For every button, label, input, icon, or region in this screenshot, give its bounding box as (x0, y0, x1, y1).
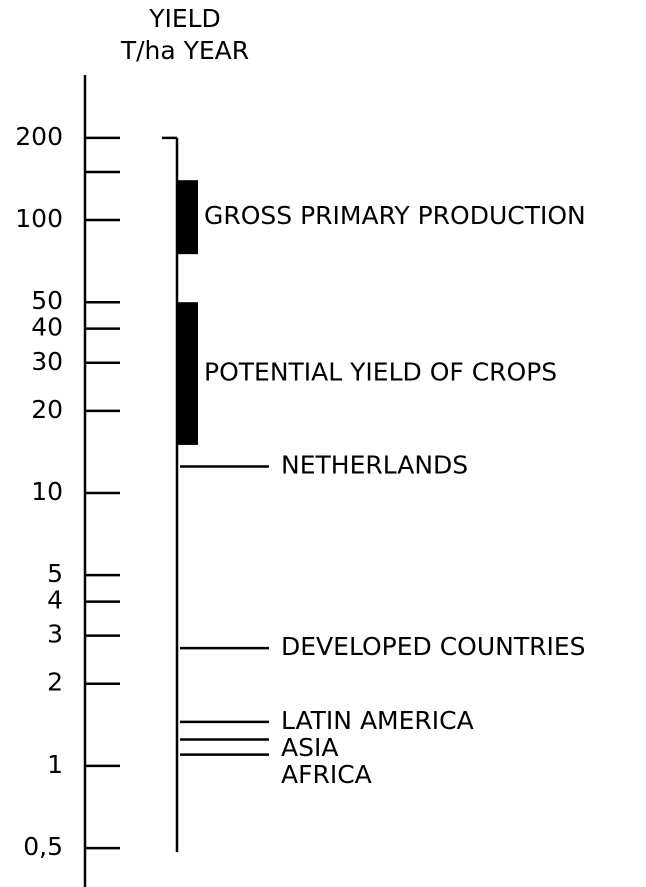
range-label: GROSS PRIMARY PRODUCTION (204, 201, 586, 230)
y-axis-label: T/ha YEAR (120, 36, 249, 65)
y-tick-label: 50 (31, 286, 63, 315)
y-tick-label: 40 (31, 313, 63, 342)
level-label: DEVELOPED COUNTRIES (281, 632, 586, 661)
y-tick-label: 20 (31, 395, 63, 424)
y-tick-label: 200 (15, 122, 63, 151)
level-label: ASIA (281, 733, 338, 762)
y-tick-label: 3 (47, 620, 63, 649)
y-axis-label: YIELD (148, 4, 221, 33)
y-tick-label: 1 (47, 750, 63, 779)
level-label: LATIN AMERICA (281, 706, 474, 735)
range-bar (177, 180, 198, 255)
y-tick-label: 5 (47, 559, 63, 588)
y-tick-label: 100 (15, 204, 63, 233)
y-tick-label: 2 (47, 668, 63, 697)
range-bar (177, 302, 198, 445)
y-tick-label: 4 (47, 586, 63, 615)
y-tick-label: 10 (31, 477, 63, 506)
range-label: POTENTIAL YIELD OF CROPS (204, 358, 557, 387)
level-label: NETHERLANDS (281, 451, 468, 480)
y-tick-label: 0,5 (23, 832, 63, 861)
level-label: AFRICA (281, 760, 372, 789)
y-tick-label: 30 (31, 347, 63, 376)
